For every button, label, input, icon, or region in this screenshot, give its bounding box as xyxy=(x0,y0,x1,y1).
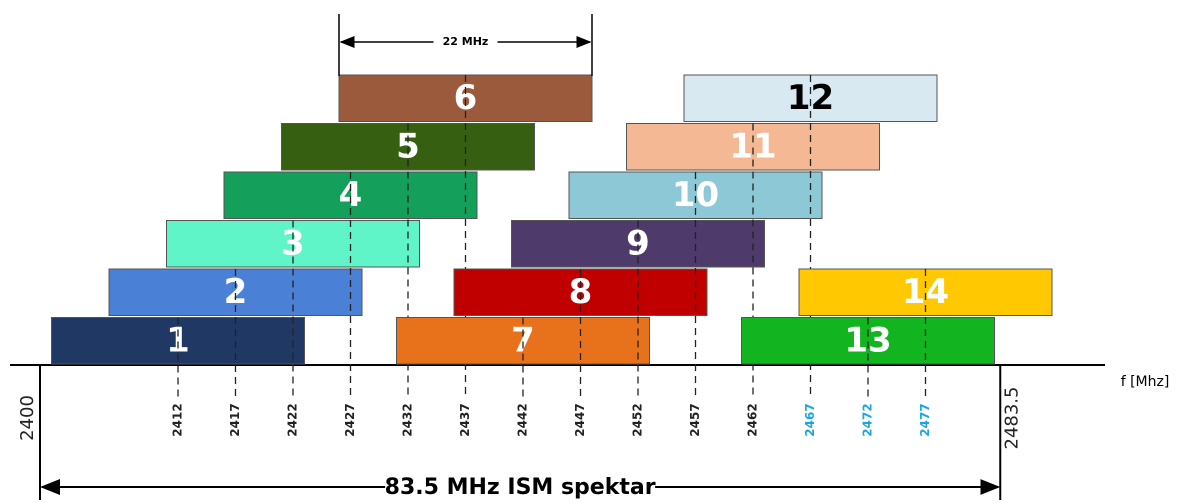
channel-block xyxy=(51,317,305,365)
x-tick-label: 2452 xyxy=(631,403,645,436)
band-label-bg xyxy=(385,475,656,499)
x-tick-label: 2447 xyxy=(573,403,587,436)
x-tick-label: 2457 xyxy=(688,403,702,436)
channel-label: 9 xyxy=(626,223,650,263)
band-label: 83.5 MHz ISM spektar xyxy=(385,475,656,500)
x-tick-label: 2467 xyxy=(803,403,817,436)
x-tick-label: 2432 xyxy=(401,403,415,436)
x-tick-label: 2472 xyxy=(861,403,875,436)
x-tick-label: 2412 xyxy=(171,403,185,436)
x-tick-label: 2477 xyxy=(918,403,932,436)
x-tick-label: 2437 xyxy=(458,403,472,436)
band-edge-label: 2483.5 xyxy=(1001,387,1022,450)
band-edge-label: 2400 xyxy=(17,395,38,441)
width-label-bg xyxy=(433,35,498,49)
channel-label: 7 xyxy=(511,320,535,360)
channel-label: 8 xyxy=(569,272,593,312)
channel-label: 3 xyxy=(281,223,305,263)
x-tick-label: 2442 xyxy=(516,403,530,436)
channel-label: 4 xyxy=(339,175,363,215)
channel-label: 5 xyxy=(396,126,420,166)
channel-label: 1 xyxy=(166,320,190,360)
x-tick-label: 2427 xyxy=(343,403,357,436)
channel-label: 6 xyxy=(454,78,478,118)
x-axis-label: f [Mhz] xyxy=(1121,374,1170,390)
x-tick-label: 2417 xyxy=(228,403,242,436)
width-label: 22 MHz xyxy=(443,35,489,48)
channel-label: 2 xyxy=(224,272,248,312)
x-tick-label: 2422 xyxy=(286,403,300,436)
x-tick-label: 2462 xyxy=(746,403,760,436)
